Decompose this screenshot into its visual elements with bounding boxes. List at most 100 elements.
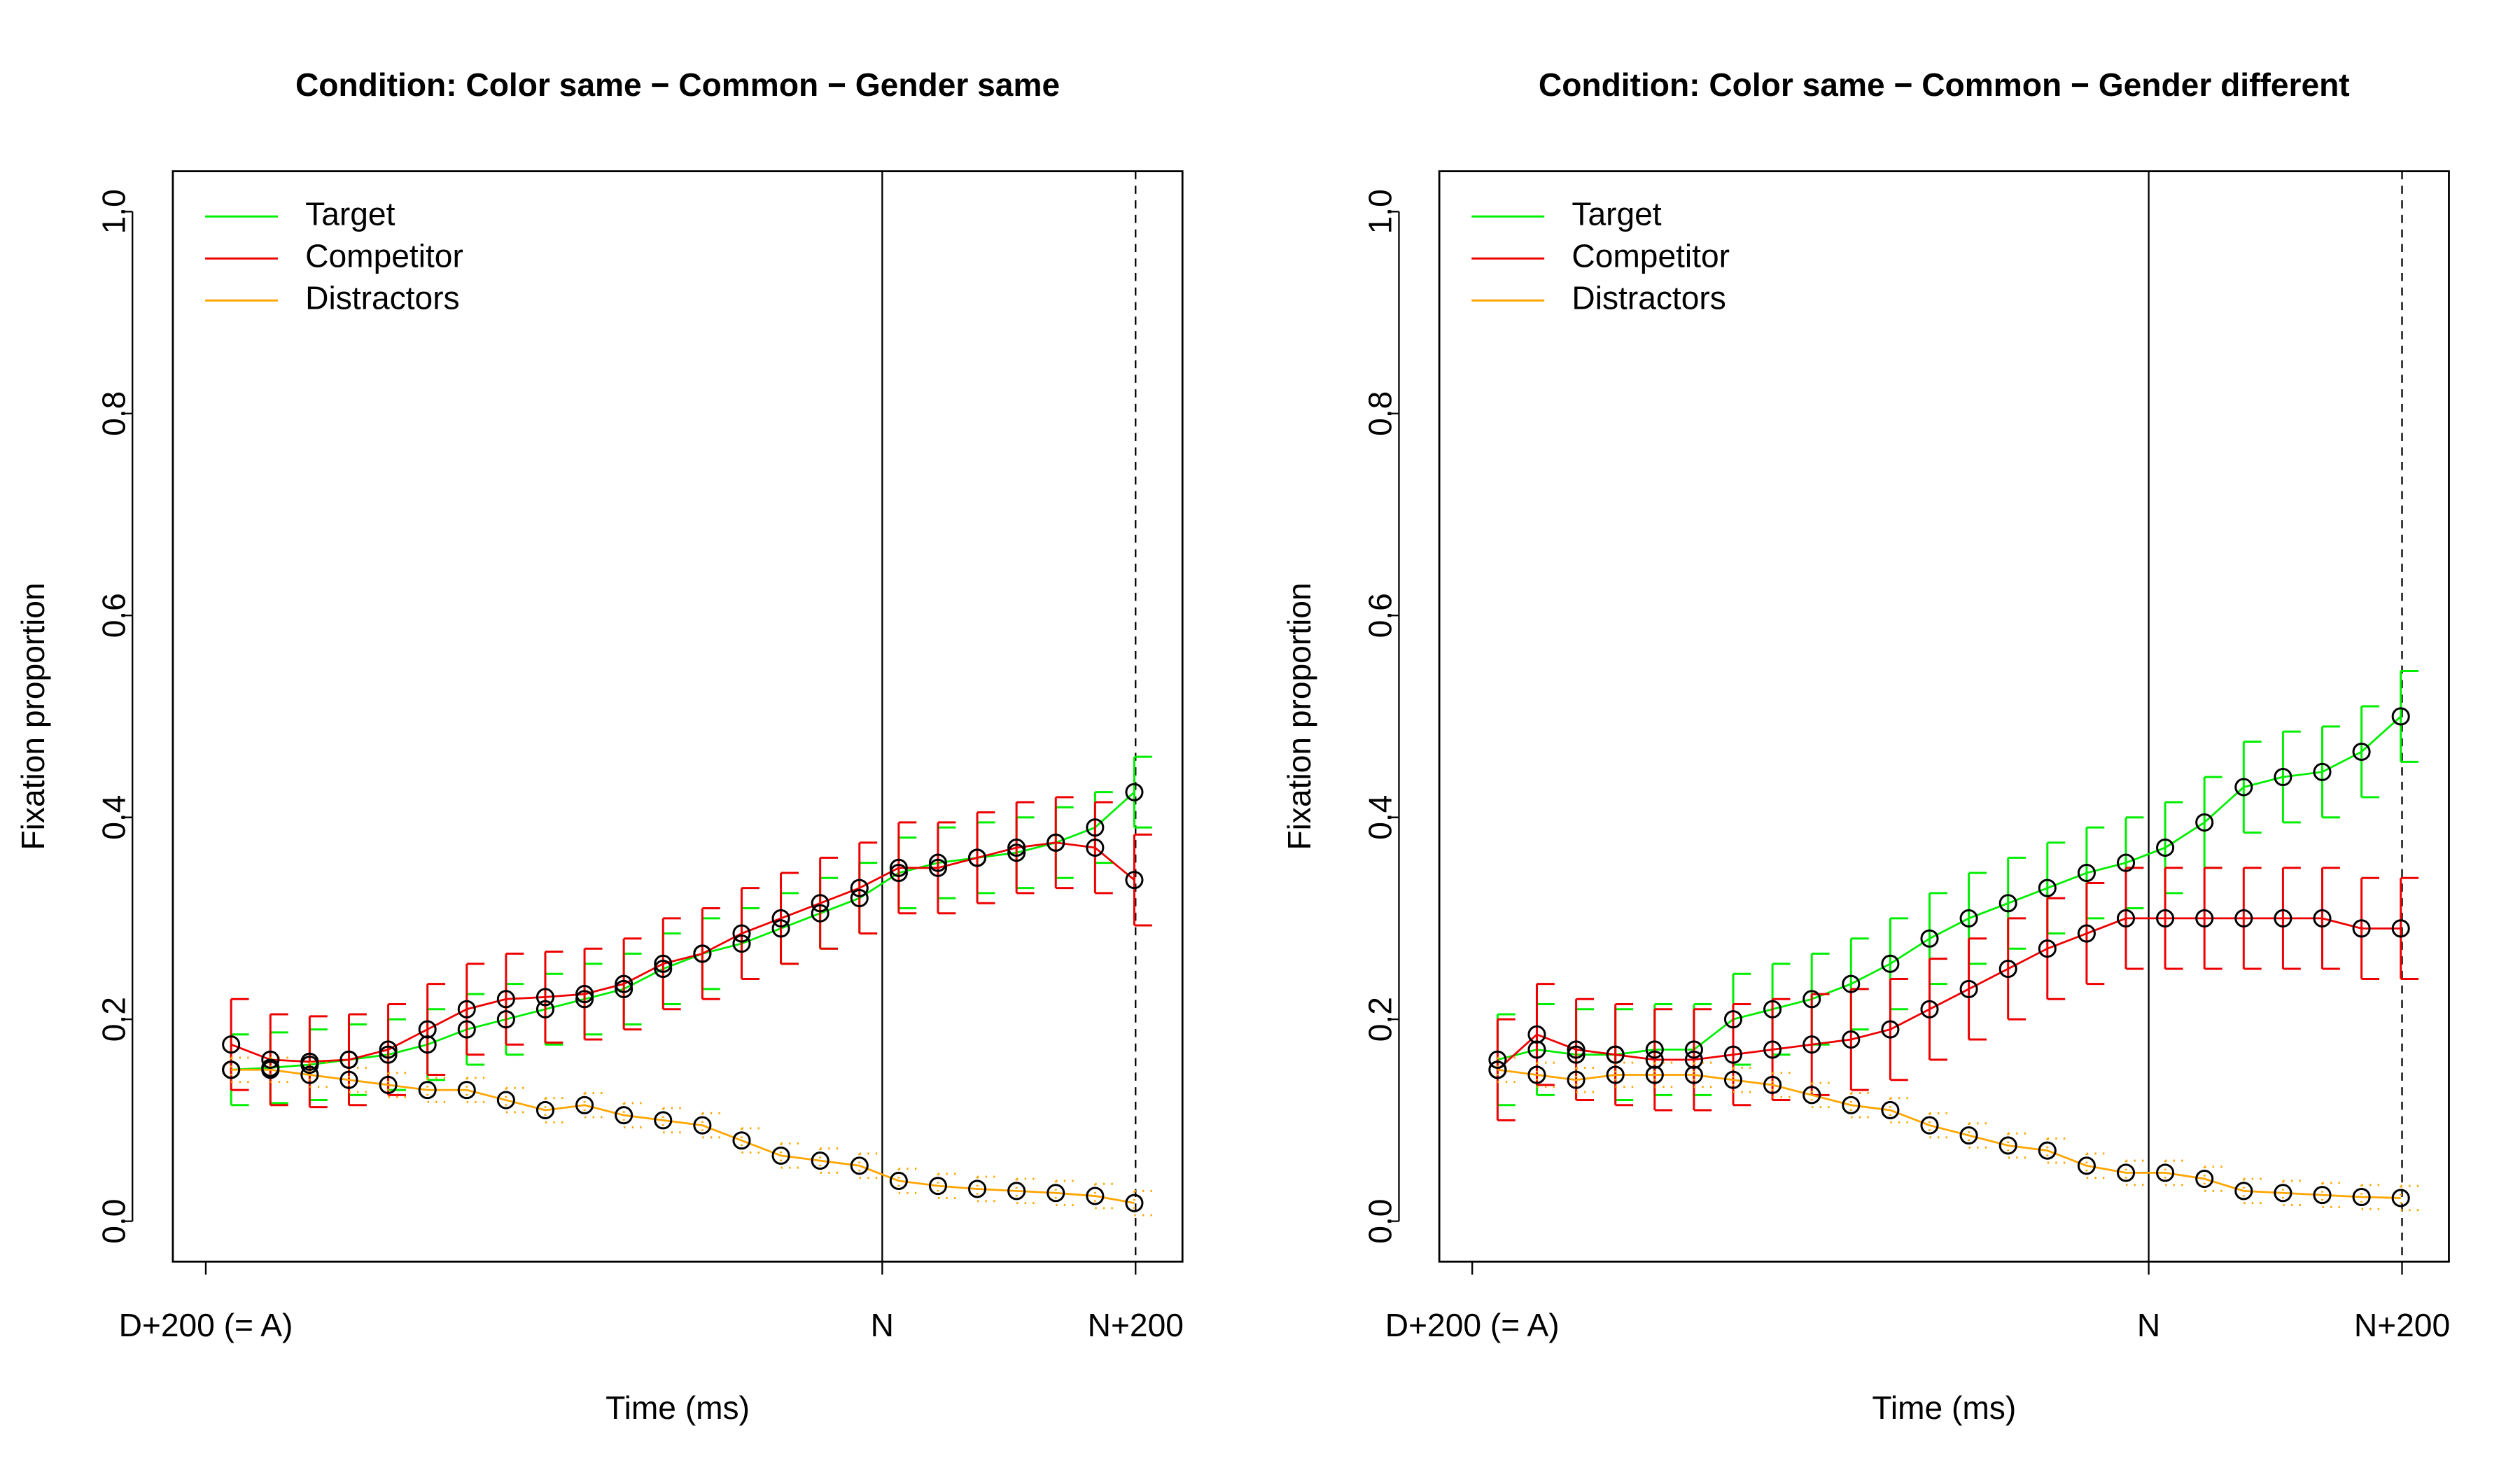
data-point — [2195, 909, 2214, 927]
data-point — [536, 1000, 555, 1018]
data-point — [1567, 1040, 1586, 1059]
data-point — [261, 1060, 280, 1079]
error-bar — [701, 907, 720, 1000]
error-bar — [426, 1077, 446, 1103]
data-point — [1723, 1010, 1743, 1029]
error-bar — [1968, 1122, 1987, 1149]
error-bar — [662, 1107, 681, 1134]
error-bar — [465, 962, 485, 1056]
data-point — [2274, 767, 2292, 787]
error-bar — [701, 1112, 720, 1139]
error-bar — [1575, 1066, 1594, 1093]
data-point — [1645, 1040, 1664, 1059]
data-point — [575, 990, 594, 1009]
error-bar — [1614, 1003, 1634, 1107]
x-axis-label: Time (ms) — [606, 1390, 750, 1426]
data-point — [418, 1081, 437, 1100]
data-point — [2195, 1170, 2214, 1189]
data-point — [457, 1020, 476, 1039]
data-point — [771, 919, 790, 938]
legend-label: Distractors — [305, 279, 459, 316]
y-tick-label: 0.4 — [95, 795, 132, 840]
data-point — [1998, 894, 2017, 913]
data-point — [2313, 762, 2332, 781]
legend-label: Competitor — [1572, 237, 1730, 274]
data-point — [968, 1180, 987, 1198]
error-bar — [1968, 937, 1987, 1041]
data-point — [2077, 924, 2096, 943]
data-point — [1802, 1086, 1821, 1105]
data-point — [928, 853, 948, 872]
data-point — [1046, 833, 1065, 852]
error-bar — [2007, 1132, 2026, 1159]
data-point — [771, 1146, 790, 1165]
legend-label: Target — [1572, 195, 1661, 232]
y-axis-label: Fixation proportion — [1281, 582, 1317, 850]
error-bar — [1133, 1189, 1152, 1217]
y-tick-label: 0.6 — [1362, 593, 1399, 638]
data-point — [2234, 778, 2253, 797]
error-bar — [1653, 1061, 1673, 1088]
error-bar — [976, 811, 995, 904]
data-point — [1920, 1000, 1939, 1018]
error-bar — [1889, 1097, 1908, 1124]
error-bar — [1093, 1182, 1113, 1210]
data-point — [850, 878, 869, 897]
x-tick-label: N+200 — [1088, 1307, 1184, 1343]
data-point — [1842, 1030, 1861, 1049]
x-tick-label: D+200 (= A) — [119, 1307, 293, 1343]
data-point — [536, 1100, 555, 1119]
data-point — [2116, 853, 2136, 872]
y-tick-label: 0.8 — [1362, 391, 1399, 436]
data-point — [771, 909, 790, 927]
error-bar — [858, 1152, 878, 1180]
data-point — [1606, 1065, 1625, 1084]
error-bar — [2320, 725, 2340, 819]
data-point — [889, 858, 908, 877]
data-point — [732, 934, 751, 953]
data-point — [2077, 863, 2096, 883]
error-bar — [819, 856, 839, 950]
data-point — [693, 1116, 712, 1135]
data-point — [811, 1152, 830, 1170]
error-bar — [1928, 1112, 1947, 1139]
data-point — [2391, 919, 2410, 938]
error-bar — [1054, 1180, 1074, 1207]
y-tick-label: 0.6 — [95, 593, 132, 638]
legend-label: Distractors — [1572, 279, 1726, 316]
data-point — [2274, 1184, 2292, 1203]
error-bar — [426, 983, 446, 1076]
data-point — [2313, 909, 2332, 927]
data-point — [1606, 1045, 1625, 1064]
x-tick-label: D+200 (= A) — [1385, 1307, 1560, 1343]
error-bar — [2242, 1177, 2262, 1205]
data-point — [2038, 939, 2057, 958]
data-point — [1086, 838, 1105, 857]
data-point — [1959, 979, 1978, 998]
error-bar — [505, 1086, 524, 1114]
data-point — [2234, 909, 2253, 927]
data-point — [1763, 1075, 1782, 1094]
data-point — [654, 1111, 673, 1130]
data-point — [1046, 1184, 1065, 1203]
data-point — [811, 894, 830, 913]
data-point — [693, 944, 712, 963]
y-tick-label: 0.2 — [95, 997, 132, 1042]
error-bar — [1810, 1082, 1830, 1109]
error-bar — [780, 872, 799, 965]
error-bar — [2007, 917, 2026, 1021]
data-point — [1723, 1070, 1743, 1089]
error-bar — [583, 1091, 603, 1119]
data-point — [1959, 909, 1978, 927]
x-tick-label: N — [2137, 1307, 2160, 1343]
data-point — [1842, 1096, 1861, 1114]
error-bar — [2400, 1184, 2419, 1212]
data-point — [615, 979, 634, 998]
error-bar — [387, 1072, 406, 1098]
data-point — [732, 924, 751, 943]
data-point — [1920, 1116, 1939, 1135]
data-point — [889, 863, 908, 883]
error-bar — [2124, 1159, 2144, 1186]
error-bar — [2400, 876, 2419, 980]
data-point — [1125, 871, 1144, 890]
